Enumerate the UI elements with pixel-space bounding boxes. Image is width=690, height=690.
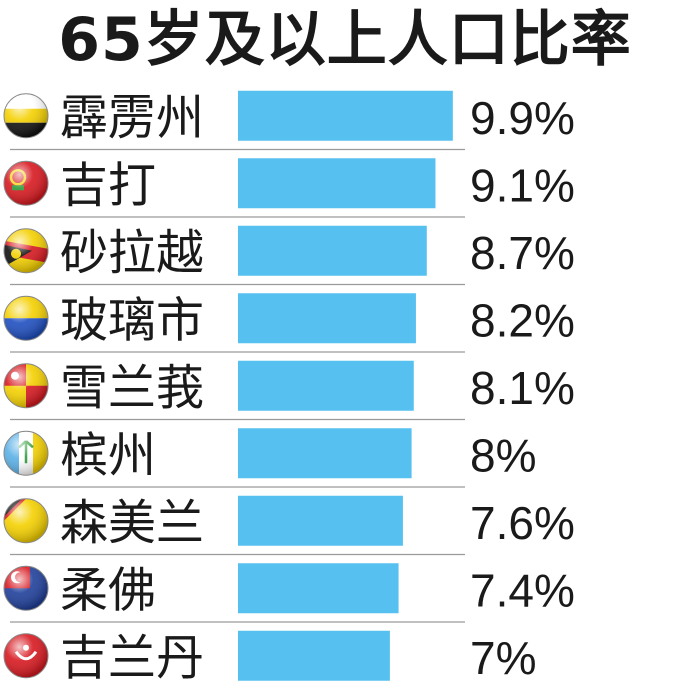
selangor-flag-icon: [3, 363, 49, 409]
perlis-flag-icon: [3, 295, 49, 341]
negeri-sembilan-flag-icon: [3, 498, 49, 544]
bar: [238, 630, 390, 681]
chart-row: 玻璃市 8.2%: [3, 292, 575, 353]
johor-flag-icon: [3, 565, 49, 611]
category-label: 森美兰: [60, 495, 204, 551]
value-label: 8%: [470, 429, 536, 481]
bar: [238, 360, 414, 411]
penang-flag-icon: [3, 430, 49, 476]
value-label: 7%: [470, 632, 536, 684]
bar: [238, 428, 412, 479]
category-label: 柔佛: [60, 562, 156, 618]
sarawak-flag-icon: [3, 228, 49, 274]
value-label: 7.6%: [470, 497, 575, 549]
bar: [238, 495, 403, 546]
value-label: 8.7%: [470, 227, 575, 279]
category-label: 玻璃市: [60, 292, 204, 348]
chart-row: 砂拉越 8.7%: [3, 225, 575, 286]
chart-row: 霹雳州 9.9%: [3, 90, 575, 151]
chart-row: 吉兰丹 7%: [3, 630, 536, 686]
perak-flag-icon: [3, 93, 49, 139]
bar: [238, 90, 453, 141]
category-label: 雪兰莪: [60, 360, 204, 416]
category-label: 霹雳州: [60, 90, 204, 146]
kedah-flag-icon: [3, 160, 49, 206]
value-label: 9.1%: [470, 159, 575, 211]
value-label: 7.4%: [470, 564, 575, 616]
value-label: 8.2%: [470, 294, 575, 346]
chart-row: 雪兰莪 8.1%: [3, 360, 575, 421]
value-label: 8.1%: [470, 362, 575, 414]
kelantan-flag-icon: [3, 633, 49, 679]
category-label: 砂拉越: [60, 225, 204, 281]
chart-row: 柔佛 7.4%: [3, 562, 575, 623]
bar: [238, 563, 399, 614]
bar: [238, 158, 436, 209]
value-label: 9.9%: [470, 92, 575, 144]
chart-row: 森美兰 7.6%: [3, 495, 575, 556]
chart-title: 65岁及以上人口比率: [58, 5, 632, 75]
bar: [238, 293, 416, 344]
category-label: 吉兰丹: [60, 630, 204, 686]
bar: [238, 225, 427, 276]
chart-row: 槟州 8%: [3, 427, 536, 488]
category-label: 吉打: [60, 157, 156, 213]
chart-row: 吉打 9.1%: [3, 157, 575, 218]
category-label: 槟州: [60, 427, 156, 483]
